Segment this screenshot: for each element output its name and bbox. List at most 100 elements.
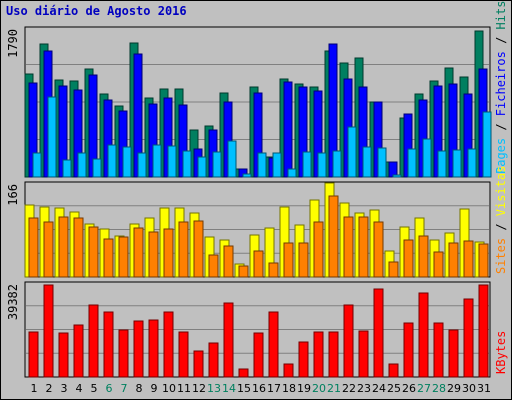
kbytes-bar-kbytes xyxy=(73,324,84,378)
visits-sites-bar-sites xyxy=(148,231,159,278)
hits-files-pages-bar-pages xyxy=(107,144,117,178)
hits-files-pages-bar-pages xyxy=(212,151,222,178)
visits-sites-bar-sites xyxy=(118,236,129,278)
visits-sites-bar-sites xyxy=(298,242,309,278)
kbytes-bar-kbytes xyxy=(463,298,474,378)
hits-files-pages-bar-pages xyxy=(377,147,387,178)
visits-sites-bar-sites xyxy=(478,243,489,278)
visits-sites-bar-sites xyxy=(223,245,234,278)
day-label: 15 xyxy=(237,382,251,395)
side-legend-part: Hits xyxy=(494,1,508,30)
side-legend-part: Ficheiros xyxy=(494,51,508,116)
hits-files-pages-bar-pages xyxy=(47,96,57,178)
visits-sites-bar-sites xyxy=(463,240,474,278)
hits-files-pages-bar-ficheiros xyxy=(283,81,293,178)
day-label: 14 xyxy=(222,382,236,395)
visits-sites-bar-sites xyxy=(313,221,324,278)
kbytes-max-label: 39382 xyxy=(6,284,20,320)
day-label: 13 xyxy=(207,382,221,395)
kbytes-bar-kbytes xyxy=(268,311,279,378)
visits-sites-bar-sites xyxy=(193,220,204,278)
visits-sites-bar-sites xyxy=(88,226,99,278)
kbytes-bar-kbytes xyxy=(103,311,114,378)
day-label: 20 xyxy=(312,382,326,395)
day-label: 1 xyxy=(31,382,38,395)
day-label: 11 xyxy=(177,382,191,395)
hits-files-pages-bar-pages xyxy=(137,152,147,178)
kbytes-bar-kbytes xyxy=(208,342,219,378)
visits-sites-bar-sites xyxy=(358,216,369,278)
day-label: 3 xyxy=(61,382,68,395)
hits-files-pages-bar-pages xyxy=(152,144,162,178)
day-label: 22 xyxy=(342,382,356,395)
hits-files-pages-bar-pages xyxy=(482,111,492,178)
hits-files-pages-bar-pages xyxy=(122,146,132,178)
visits-sites-bar-sites xyxy=(343,216,354,278)
hits-files-pages-bar-pages xyxy=(347,126,357,178)
kbytes-bar-kbytes xyxy=(313,331,324,378)
visits-sites-panel: 166 Sites / Visitas xyxy=(6,166,508,278)
day-label: 7 xyxy=(121,382,128,395)
day-label: 10 xyxy=(162,382,176,395)
hits-files-pages-bar-pages xyxy=(422,138,432,178)
hits-files-pages-bar-pages xyxy=(92,158,102,178)
visits-sites-bar-sites xyxy=(433,251,444,278)
side-legend-part: / xyxy=(494,29,508,51)
kbytes-bar-kbytes xyxy=(478,284,489,378)
kbytes-bar-kbytes xyxy=(373,288,384,378)
kbytes-panel: 39382 KBytes xyxy=(6,281,508,378)
chart-title: Uso diário de Agosto 2016 xyxy=(6,4,187,18)
day-label: 6 xyxy=(106,382,113,395)
visits-sites-bar-sites xyxy=(253,250,264,278)
kbytes-bar-kbytes xyxy=(328,331,339,378)
day-label: 30 xyxy=(462,382,476,395)
day-label: 28 xyxy=(432,382,446,395)
hits-files-pages-side-legend: Pages / Ficheiros / Hits xyxy=(494,1,508,174)
day-label: 4 xyxy=(76,382,83,395)
visits-sites-bar-sites xyxy=(73,217,84,278)
kbytes-bar-kbytes xyxy=(253,332,264,378)
kbytes-bar-kbytes xyxy=(223,302,234,378)
hits-files-pages-max-label: 1790 xyxy=(6,29,20,58)
kbytes-bar-kbytes xyxy=(118,329,129,378)
kbytes-bar-kbytes xyxy=(133,320,144,378)
side-legend-part: / xyxy=(494,216,508,238)
visits-sites-bar-sites xyxy=(373,221,384,278)
day-label: 18 xyxy=(282,382,296,395)
hits-files-pages-bar-pages xyxy=(287,168,297,178)
day-label: 19 xyxy=(297,382,311,395)
hits-files-pages-bar-pages xyxy=(392,174,402,178)
day-label: 24 xyxy=(372,382,386,395)
side-legend-part: Visitas xyxy=(494,166,508,217)
kbytes-bar-kbytes xyxy=(388,363,399,378)
visits-sites-bar-sites xyxy=(328,195,339,278)
visits-sites-bar-sites xyxy=(178,221,189,278)
day-label: 31 xyxy=(477,382,491,395)
side-legend-part: / xyxy=(494,116,508,138)
day-labels: 1 2 3 4 5 6 7 8 9 10 11 12 13 14 15 16 17 18 19 20 21 22 23 24 2… xyxy=(31,382,492,395)
day-label: 2 xyxy=(46,382,53,395)
kbytes-bar-kbytes xyxy=(418,292,429,378)
kbytes-bar-kbytes xyxy=(358,330,369,378)
kbytes-bar-kbytes xyxy=(403,322,414,378)
visits-sites-max-label: 166 xyxy=(6,184,20,206)
visits-sites-bar-sites xyxy=(418,235,429,278)
day-label: 23 xyxy=(357,382,371,395)
hits-files-pages-bar-pages xyxy=(317,152,327,178)
visits-sites-bar-sites xyxy=(58,216,69,278)
hits-files-pages-bar-pages xyxy=(197,156,207,178)
visits-sites-bar-sites xyxy=(268,262,279,278)
side-legend-part: Sites xyxy=(494,238,508,274)
kbytes-bar-kbytes xyxy=(178,331,189,378)
hits-files-pages-bar-pages xyxy=(77,152,87,178)
hits-files-pages-bar-pages xyxy=(257,152,267,178)
kbytes-bar-kbytes xyxy=(28,331,39,378)
day-label: 26 xyxy=(402,382,416,395)
kbytes-bar-kbytes xyxy=(283,363,294,378)
hits-files-pages-bar-pages xyxy=(467,148,477,178)
hits-files-pages-bar-pages xyxy=(182,150,192,178)
day-label: 25 xyxy=(387,382,401,395)
visits-sites-bar-sites xyxy=(403,239,414,278)
kbytes-bar-kbytes xyxy=(88,304,99,378)
